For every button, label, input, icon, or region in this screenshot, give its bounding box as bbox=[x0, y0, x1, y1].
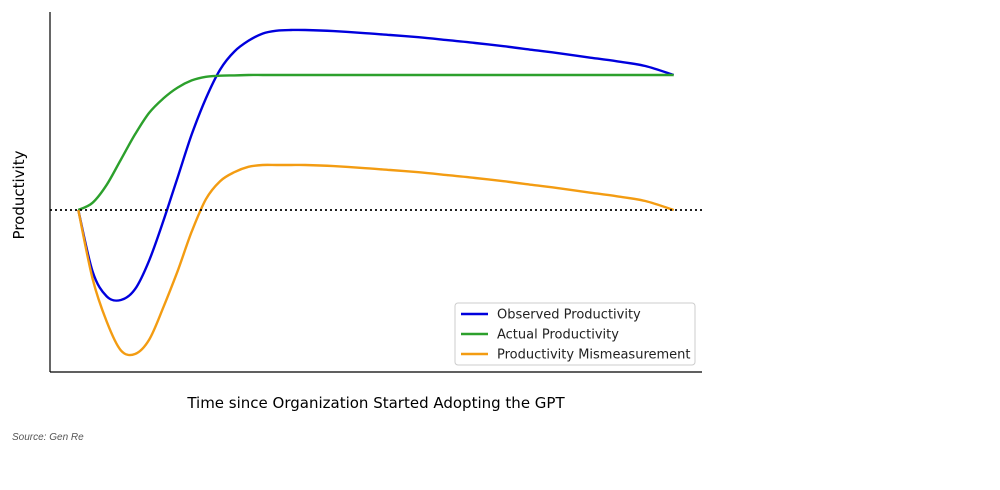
y-axis-label: Productivity bbox=[10, 150, 28, 239]
legend-box bbox=[454, 302, 696, 366]
legend-label-observed-productivity: Observed Productivity bbox=[497, 308, 641, 323]
series-line-productivity-mismeasurement bbox=[77, 163, 675, 357]
legend: Observed Productivity Actual Productivity… bbox=[454, 302, 696, 366]
legend-label-productivity-mismeasurement: Productivity Mismeasurement bbox=[497, 348, 691, 363]
series-line-actual-productivity bbox=[77, 73, 674, 212]
series-layer bbox=[77, 28, 675, 357]
x-axis-label: Time since Organization Started Adopting… bbox=[186, 394, 565, 412]
series-line-observed-productivity bbox=[77, 28, 675, 302]
source-note: Source: Gen Re bbox=[12, 432, 84, 443]
legend-label-actual-productivity: Actual Productivity bbox=[497, 328, 619, 343]
